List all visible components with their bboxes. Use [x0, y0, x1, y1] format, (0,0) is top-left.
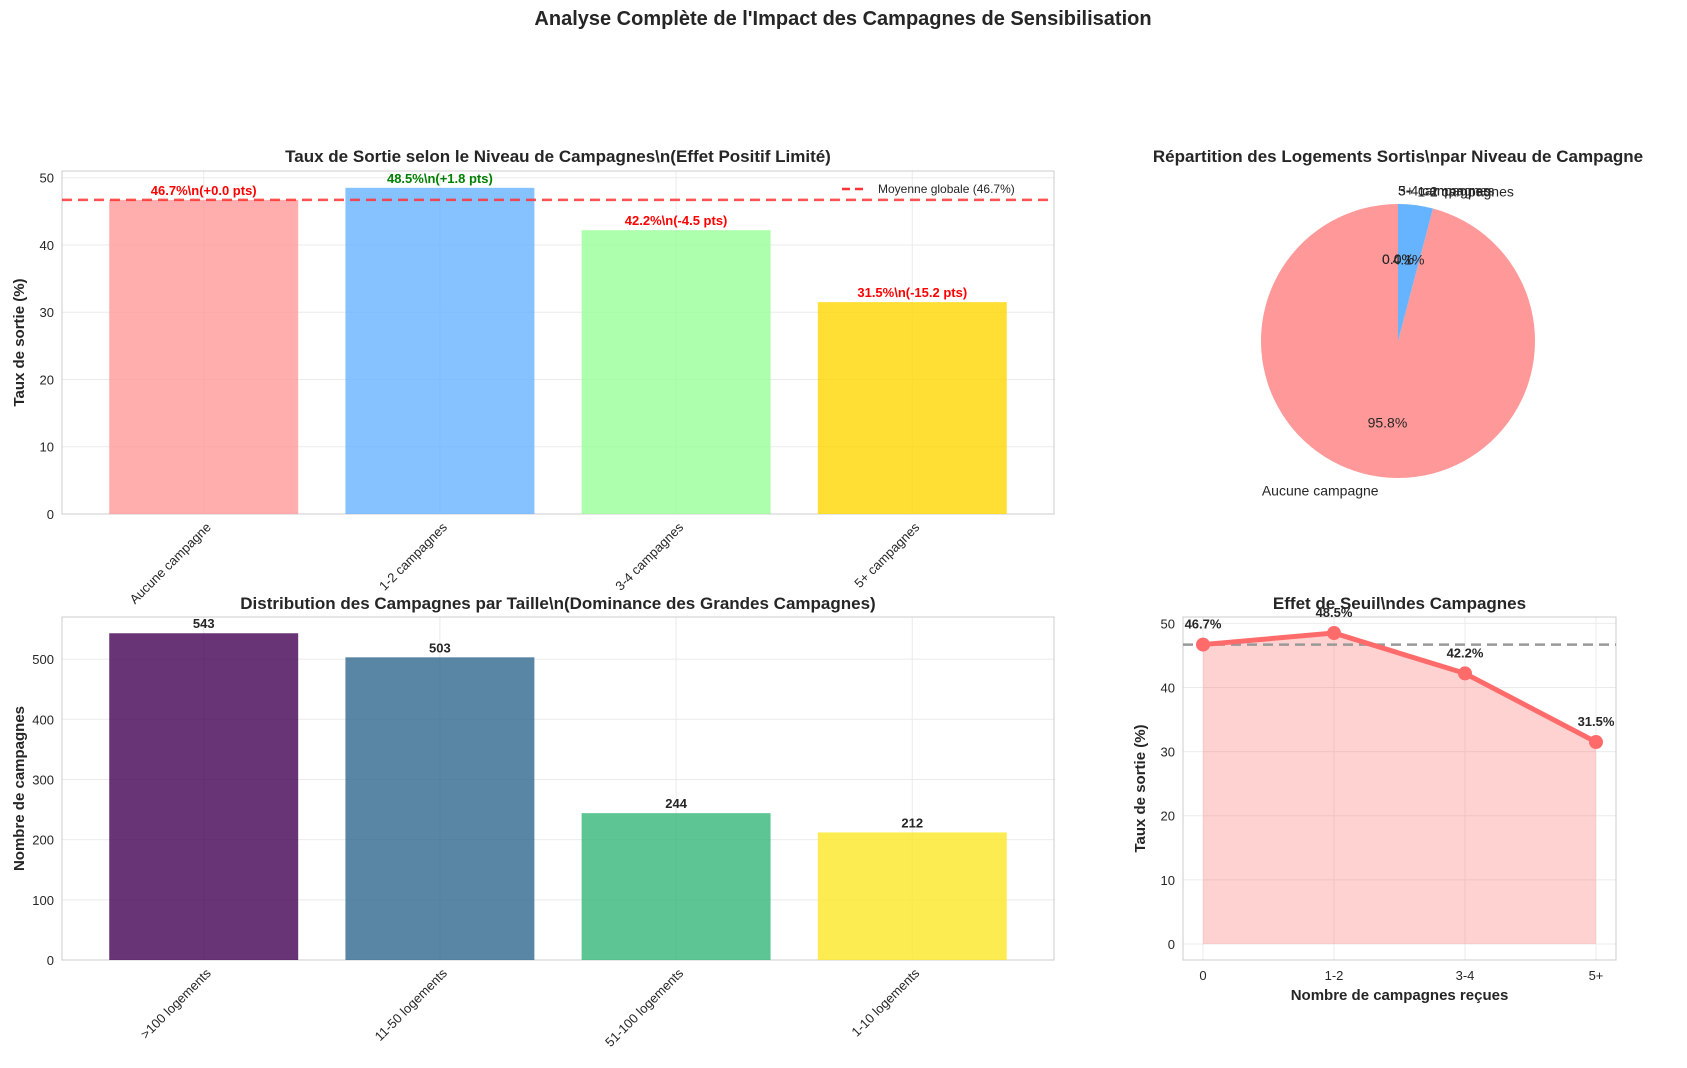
pie-pct-label: 95.8%	[1368, 415, 1408, 431]
point-label: 46.7%	[1185, 617, 1222, 632]
pie-category-label: Aucune campagne	[1262, 482, 1379, 498]
panel-pie-exits: Répartition des Logements Sortis\npar Ni…	[1153, 147, 1643, 498]
data-point	[1589, 735, 1603, 750]
x-tick-label: Aucune campagne	[127, 520, 214, 607]
series-line	[1202, 630, 1598, 745]
bar-value-label: 46.7%\n(+0.0 pts)	[151, 183, 257, 198]
data-point	[1458, 666, 1472, 681]
y-tick-label: 40	[40, 238, 54, 253]
x-tick-label: >100 logements	[138, 965, 215, 1042]
bar-value-label: 31.5%\n(-15.2 pts)	[857, 285, 967, 300]
y-tick-label: 40	[1161, 681, 1175, 696]
axes-frame	[1182, 616, 1617, 961]
bar-value-label: 212	[901, 815, 923, 830]
chart-title: Distribution des Campagnes par Taille\n(…	[240, 594, 875, 613]
bar	[109, 199, 299, 514]
y-tick-label: 20	[40, 372, 54, 387]
y-tick-label: 300	[32, 772, 54, 787]
y-tick-label: 50	[40, 171, 54, 186]
y-tick-label: 0	[47, 953, 54, 968]
y-axis-label: Nombre de campagnes	[11, 706, 28, 871]
y-tick-label: 20	[1161, 809, 1175, 824]
pie-category-label: 5+ campagnes	[1398, 182, 1490, 198]
panel-rate-by-level: Taux de Sortie selon le Niveau de Campag…	[11, 147, 1055, 607]
pie-category-label: 1-2 campagnes	[1417, 184, 1514, 200]
data-point	[1327, 626, 1341, 641]
bar	[817, 302, 1007, 514]
bar	[345, 657, 535, 960]
figure-suptitle: Analyse Complète de l'Impact des Campagn…	[534, 8, 1151, 30]
point-label: 31.5%	[1578, 714, 1615, 729]
x-tick-label: 1-10 logements	[848, 965, 922, 1039]
bar	[817, 832, 1007, 960]
y-tick-label: 400	[32, 712, 54, 727]
axes-frame	[61, 170, 1055, 515]
bar-value-label: 42.2%\n(-4.5 pts)	[625, 213, 728, 228]
x-tick-label: 51-100 logements	[602, 965, 687, 1050]
x-tick-label: 5+ campagnes	[851, 519, 923, 591]
x-tick-label: 1-2	[1325, 968, 1344, 983]
legend-label: Moyenne globale (46.7%)	[878, 182, 1015, 196]
bar	[581, 813, 771, 960]
x-tick-label: 11-50 logements	[372, 965, 451, 1044]
bar	[345, 187, 535, 514]
y-tick-label: 30	[40, 305, 54, 320]
y-tick-label: 500	[32, 652, 54, 667]
pie-slice	[1398, 204, 1433, 341]
pie-pct-label: 0.0%	[1382, 251, 1414, 267]
pie-category-label: 3-4 campagnes	[1398, 182, 1495, 198]
bar-value-label: 48.5%\n(+1.8 pts)	[387, 171, 493, 186]
data-point	[1196, 637, 1210, 652]
pie-pct-label: 4.1%	[1393, 251, 1425, 267]
axes-frame	[61, 616, 1055, 961]
y-tick-label: 10	[1161, 873, 1175, 888]
bar	[109, 633, 299, 960]
y-axis-label: Taux de sortie (%)	[11, 278, 28, 406]
y-tick-label: 30	[1161, 745, 1175, 760]
y-tick-label: 100	[32, 893, 54, 908]
chart-title: Répartition des Logements Sortis\npar Ni…	[1153, 147, 1643, 166]
y-tick-label: 10	[40, 440, 54, 455]
panel-threshold-effect: Effet de Seuil\ndes Campagnes 0 10 20 30 40 50…	[1132, 594, 1617, 1004]
x-axis-label: Nombre de campagnes reçues	[1291, 987, 1509, 1004]
y-tick-label: 50	[1161, 616, 1175, 631]
pie-slice	[1260, 204, 1535, 478]
y-tick-label: 0	[47, 507, 54, 522]
bar-value-label: 503	[429, 640, 451, 655]
x-tick-label: 5+	[1589, 968, 1604, 983]
chart-title: Effet de Seuil\ndes Campagnes	[1273, 594, 1526, 613]
x-tick-label: 1-2 campagnes	[376, 519, 450, 593]
point-label: 48.5%	[1316, 605, 1353, 620]
x-tick-label: 3-4	[1456, 968, 1475, 983]
x-tick-label: 3-4 campagnes	[612, 519, 686, 593]
area-fill	[1203, 633, 1596, 944]
y-tick-label: 200	[32, 833, 54, 848]
bar	[581, 230, 771, 514]
x-tick-label: 0	[1199, 968, 1206, 983]
y-tick-label: 0	[1168, 937, 1175, 952]
panel-size-distribution: Distribution des Campagnes par Taille\n(…	[11, 594, 1055, 1050]
pie-pct-label: 0.0%	[1382, 251, 1414, 267]
point-label: 42.2%	[1447, 645, 1484, 660]
bar-value-label: 543	[193, 616, 215, 631]
y-axis-label: Taux de sortie (%)	[1132, 724, 1149, 852]
chart-title: Taux de Sortie selon le Niveau de Campag…	[285, 147, 831, 166]
bar-value-label: 244	[665, 796, 687, 811]
